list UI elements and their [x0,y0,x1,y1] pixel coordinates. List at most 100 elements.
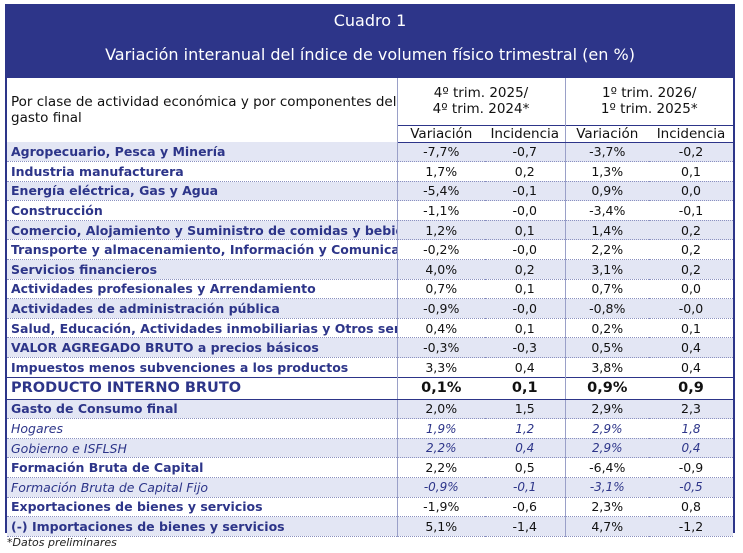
incidencia-2-cell: 0,2 [649,259,733,280]
variacion-1-cell: 5,1% [397,516,485,537]
variacion-1-cell: 1,7% [397,161,485,182]
variacion-2-cell: 1,3% [565,161,649,182]
variacion-2-cell: 3,1% [565,259,649,280]
table-row: Construcción -1,1% -0,0 -3,4% -0,1 [7,200,733,221]
table-row: VALOR AGREGADO BRUTO a precios básicos -0… [7,337,733,359]
variacion-2-cell: 0,7% [565,279,649,300]
incidencia-1-cell: 0,1 [485,376,566,400]
row-name-cell: Energía eléctrica, Gas y Agua [7,181,398,202]
table-subtitle: Variación interanual del índice de volum… [105,45,635,64]
row-name-cell: Exportaciones de bienes y servicios [7,497,398,518]
row-name-cell: Comercio, Alojamiento y Suministro de co… [7,220,398,241]
incidencia-2-cell: -0,9 [649,457,733,478]
row-name-cell: Hogares [7,418,398,439]
variacion-1-cell: -0,9% [397,298,485,319]
incidencia-2-cell: 0,9 [649,376,733,400]
table-row: Actividades profesionales y Arrendamient… [7,279,733,300]
table-row: Servicios financieros 4,0% 0,2 3,1% 0,2 [7,259,733,280]
incidencia-1-cell: 0,4 [485,438,566,459]
incidencia-2-cell: -0,0 [649,298,733,319]
period-2-line1: 1º trim. 2026/ [602,85,697,102]
footnote: *Datos preliminares [7,536,117,549]
variacion-1-cell: 2,2% [397,438,485,459]
row-name-cell: (-) Importaciones de bienes y servicios [7,516,398,537]
table-row: Gobierno e ISFLSH 2,2% 0,4 2,9% 0,4 [7,438,733,459]
variacion-1-cell: 4,0% [397,259,485,280]
incidencia-1-cell: 1,5 [485,399,566,420]
variacion-1-cell: 0,7% [397,279,485,300]
col-incidencia-2: Incidencia [649,124,733,143]
incidencia-1-cell: 0,1 [485,318,566,339]
incidencia-2-cell: 0,4 [649,357,733,378]
variacion-1-cell: 2,0% [397,399,485,420]
table-row: Industria manufacturera 1,7% 0,2 1,3% 0,1 [7,161,733,182]
incidencia-1-cell: -0,0 [485,298,566,319]
period-1-line1: 4º trim. 2025/ [433,85,529,102]
incidencia-1-cell: 0,2 [485,259,566,280]
table-row: Formación Bruta de Capital 2,2% 0,5 -6,4% -0… [7,457,733,478]
incidencia-2-cell: -1,2 [649,516,733,537]
variacion-2-cell: 2,9% [565,399,649,420]
incidencia-2-cell: -0,2 [649,142,733,163]
row-name-cell: Construcción [7,200,398,221]
table-row: (-) Importaciones de bienes y servicios 5… [7,516,733,537]
variacion-1-cell: -0,3% [397,337,485,359]
row-name-cell: Gasto de Consumo final [7,399,398,420]
row-name-cell: Actividades profesionales y Arrendamient… [7,279,398,300]
col-incidencia-1: Incidencia [485,124,566,143]
col-variacion-1: Variación [397,124,485,143]
incidencia-2-cell: 0,2 [649,239,733,261]
table-row: PRODUCTO INTERNO BRUTO 0,1% 0,1 0,9% 0,9 [7,376,733,400]
variacion-1-cell: -5,4% [397,181,485,202]
table-row: Transporte y almacenamiento, Información… [7,239,733,261]
variacion-2-cell: 1,4% [565,220,649,241]
incidencia-1-cell: -0,0 [485,200,566,221]
variacion-1-cell: -1,9% [397,497,485,518]
incidencia-1-cell: 0,1 [485,279,566,300]
incidencia-2-cell: 0,1 [649,318,733,339]
row-name-cell: Formación Bruta de Capital [7,457,398,478]
variacion-1-cell: 0,4% [397,318,485,339]
incidencia-1-cell: -0,0 [485,239,566,261]
incidencia-2-cell: 2,3 [649,399,733,420]
row-name-cell: Actividades de administración pública [7,298,398,319]
table-row: Comercio, Alojamiento y Suministro de co… [7,220,733,241]
incidencia-1-cell: 0,4 [485,357,566,378]
incidencia-1-cell: -0,6 [485,497,566,518]
incidencia-2-cell: 1,8 [649,418,733,439]
incidencia-1-cell: -0,3 [485,337,566,359]
incidencia-2-cell: 0,0 [649,279,733,300]
incidencia-1-cell: 0,2 [485,161,566,182]
variacion-2-cell: 0,2% [565,318,649,339]
incidencia-2-cell: 0,1 [649,161,733,182]
incidencia-1-cell: -0,1 [485,181,566,202]
variacion-2-cell: 0,9% [565,376,649,400]
incidencia-2-cell: -0,5 [649,477,733,498]
row-name-cell: Servicios financieros [7,259,398,280]
row-name-cell: Impuestos menos subvenciones a los produ… [7,357,398,378]
table-row: Hogares 1,9% 1,2 2,9% 1,8 [7,418,733,439]
variacion-2-cell: 4,7% [565,516,649,537]
variacion-2-cell: -6,4% [565,457,649,478]
row-name-cell: Formación Bruta de Capital Fijo [7,477,398,498]
period-2-header: 1º trim. 2026/ 1º trim. 2025* [565,78,733,125]
variacion-1-cell: 0,1% [397,376,485,400]
period-2-line2: 1º trim. 2025* [600,101,698,118]
variacion-2-cell: 2,9% [565,438,649,459]
variacion-1-cell: 3,3% [397,357,485,378]
table-frame: Cuadro 1 Variación interanual del índice… [5,4,735,537]
incidencia-2-cell: 0,8 [649,497,733,518]
incidencia-1-cell: -0,1 [485,477,566,498]
period-1-header: 4º trim. 2025/ 4º trim. 2024* [397,78,566,125]
col-variacion-2: Variación [565,124,649,143]
variacion-2-cell: -3,1% [565,477,649,498]
variacion-2-cell: -3,4% [565,200,649,221]
table-row: Gasto de Consumo final 2,0% 1,5 2,9% 2,3 [7,399,733,420]
variacion-2-cell: 2,2% [565,239,649,261]
variacion-1-cell: 1,9% [397,418,485,439]
variacion-1-cell: 2,2% [397,457,485,478]
variacion-2-cell: 0,9% [565,181,649,202]
row-name-cell: Gobierno e ISFLSH [7,438,398,459]
variacion-2-cell: 3,8% [565,357,649,378]
incidencia-2-cell: 0,4 [649,438,733,459]
